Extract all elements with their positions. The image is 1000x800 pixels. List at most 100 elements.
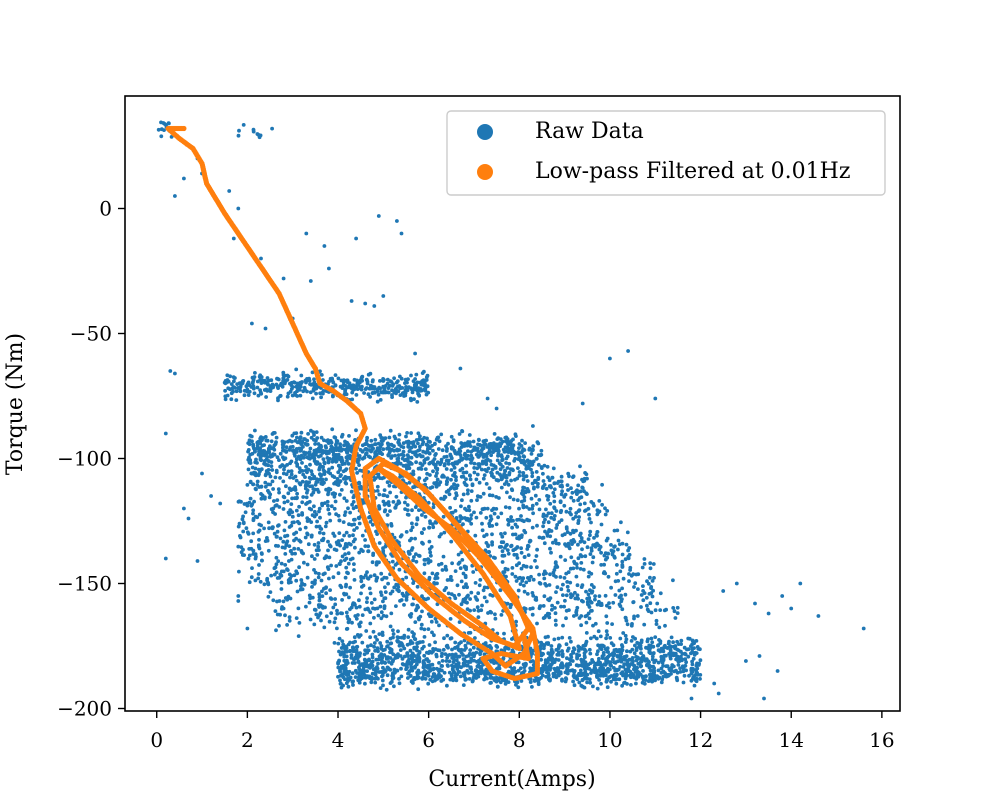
raw-data-point	[494, 679, 499, 684]
raw-data-point	[371, 606, 375, 611]
raw-data-point	[344, 610, 349, 615]
raw-data-point	[490, 508, 494, 513]
raw-data-point	[266, 594, 271, 599]
raw-data-point	[342, 378, 347, 383]
raw-data-point	[357, 604, 362, 609]
raw-data-point	[335, 608, 339, 613]
raw-data-point	[409, 445, 414, 450]
raw-data-point	[443, 567, 448, 571]
raw-data-point	[684, 668, 688, 673]
raw-data-point	[469, 513, 474, 517]
raw-data-point	[332, 641, 337, 645]
raw-data-point	[344, 649, 349, 654]
raw-data-point	[365, 644, 370, 649]
raw-data-point	[314, 480, 319, 485]
raw-data-point	[369, 386, 374, 391]
raw-data-point	[554, 669, 559, 674]
raw-data-point	[453, 596, 458, 601]
raw-data-point	[353, 517, 357, 522]
raw-data-point	[572, 561, 577, 566]
raw-data-point	[365, 596, 369, 600]
raw-data-point	[344, 481, 349, 486]
raw-data-point	[277, 623, 281, 628]
raw-data-point	[516, 457, 521, 461]
raw-data-point	[461, 671, 466, 676]
raw-data-point	[363, 607, 368, 612]
raw-data-point	[549, 550, 553, 555]
raw-data-point	[476, 591, 481, 596]
raw-data-point	[340, 611, 344, 616]
raw-data-point	[513, 670, 517, 674]
raw-data-point	[541, 535, 546, 540]
raw-data-point	[312, 542, 317, 547]
raw-data-point	[412, 555, 416, 559]
raw-data-point	[565, 530, 570, 534]
raw-data-point	[281, 507, 286, 511]
raw-data-point	[381, 546, 385, 551]
raw-data-point	[689, 671, 694, 676]
raw-data-point	[628, 649, 633, 654]
raw-data-point	[300, 469, 305, 473]
raw-data-point	[480, 461, 485, 466]
raw-data-point	[262, 526, 266, 531]
raw-data-point	[505, 548, 510, 552]
raw-data-point	[609, 652, 614, 657]
raw-data-point	[422, 562, 427, 567]
raw-data-point	[618, 664, 623, 669]
raw-data-point	[425, 650, 429, 655]
raw-data-point	[397, 438, 401, 443]
raw-data-point	[378, 451, 382, 455]
raw-data-point	[276, 523, 281, 527]
raw-data-point	[584, 589, 588, 594]
raw-data-point	[271, 510, 275, 515]
raw-data-point	[487, 524, 492, 528]
raw-data-point	[541, 479, 546, 483]
raw-data-point	[630, 671, 634, 676]
raw-data-point	[569, 639, 573, 644]
raw-data-point	[270, 525, 275, 530]
raw-data-point	[253, 449, 257, 454]
raw-data-point	[368, 621, 373, 626]
raw-data-point	[298, 449, 303, 453]
raw-data-point	[446, 441, 450, 446]
raw-data-point	[523, 474, 528, 479]
raw-data-point	[510, 450, 515, 454]
raw-data-point	[321, 572, 326, 577]
raw-data-point	[578, 533, 582, 538]
raw-data-point	[478, 495, 483, 499]
raw-data-point	[388, 379, 393, 383]
raw-data-point	[357, 481, 362, 486]
raw-data-point	[448, 577, 452, 582]
raw-data-point	[423, 388, 428, 393]
raw-data-point	[410, 630, 415, 634]
raw-data-point	[310, 396, 315, 401]
raw-data-point	[549, 485, 553, 490]
raw-data-point	[287, 572, 292, 577]
raw-data-point	[459, 602, 464, 607]
raw-data-point	[596, 673, 601, 678]
raw-data-point	[450, 647, 454, 652]
raw-data-point	[649, 643, 653, 648]
raw-data-point	[350, 620, 354, 625]
raw-data-point	[655, 674, 659, 679]
raw-data-point	[346, 506, 350, 511]
raw-data-point	[329, 611, 334, 615]
raw-data-point	[275, 599, 279, 604]
raw-data-point	[263, 480, 268, 485]
raw-data-point	[255, 446, 260, 450]
raw-data-point	[364, 452, 368, 457]
raw-data-point	[405, 651, 410, 655]
raw-data-point	[369, 676, 374, 681]
raw-data-point	[409, 387, 414, 392]
raw-data-point	[562, 503, 567, 508]
raw-data-point	[575, 593, 580, 598]
raw-data-point	[388, 656, 393, 660]
raw-data-point	[514, 619, 518, 624]
raw-data-point	[460, 466, 465, 471]
raw-data-point	[629, 675, 633, 680]
raw-data-point	[467, 433, 472, 437]
raw-data-point	[390, 395, 394, 399]
raw-data-point	[266, 446, 271, 451]
raw-data-point	[430, 522, 435, 527]
raw-data-point	[305, 500, 310, 505]
